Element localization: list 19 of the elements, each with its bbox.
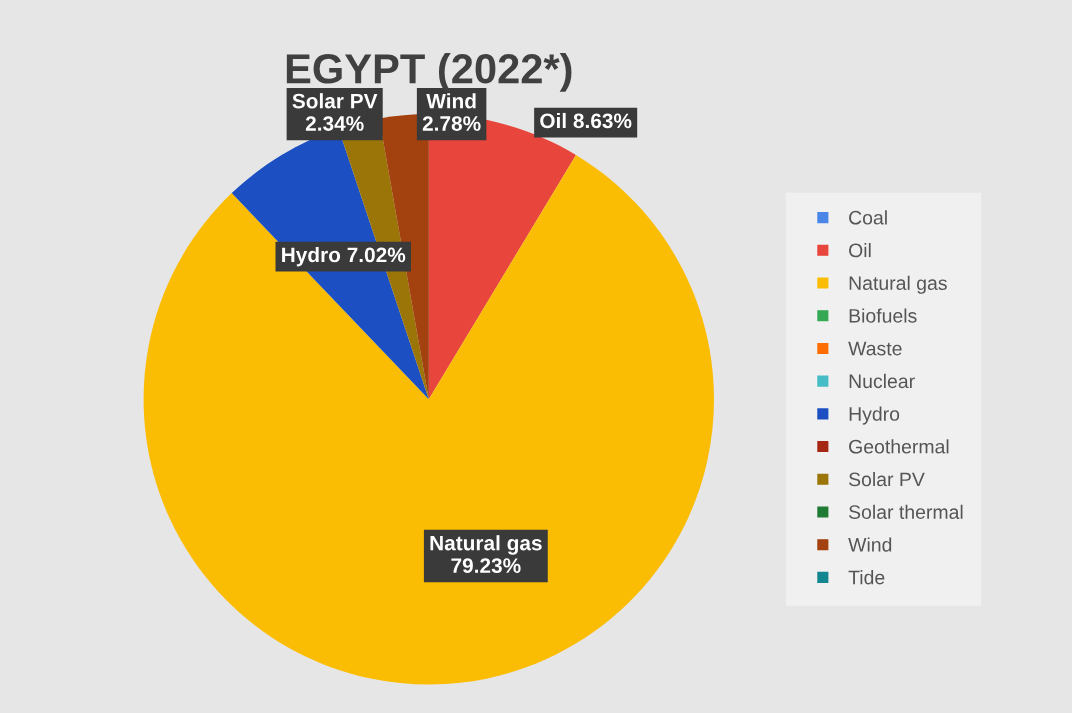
legend-label: Hydro (849, 406, 900, 425)
legend-label: Wind (848, 537, 892, 552)
data-label: Wind 2.78% (422, 93, 481, 131)
legend-label: Solar thermal (849, 504, 963, 519)
legend-label: Geothermal (849, 439, 949, 454)
legend-label: Nuclear (849, 373, 915, 389)
data-label: Oil 8.63% (540, 112, 632, 129)
legend-label: Oil (849, 243, 871, 258)
data-label: Hydro 7.02% (282, 246, 406, 267)
legend-label: Natural gas (849, 275, 947, 294)
pie-slice (143, 154, 714, 685)
data-label: Natural gas 79.23% (430, 535, 542, 574)
chart-title: EGYPT (2022*) (286, 52, 572, 92)
legend-label: Tide (848, 570, 885, 585)
legend-label: Solar PV (849, 471, 925, 487)
data-label: Solar PV 2.34% (292, 93, 378, 131)
legend-label: Biofuels (849, 308, 917, 323)
legend-label: Waste (848, 341, 902, 356)
legend-label: Coal (849, 210, 887, 225)
